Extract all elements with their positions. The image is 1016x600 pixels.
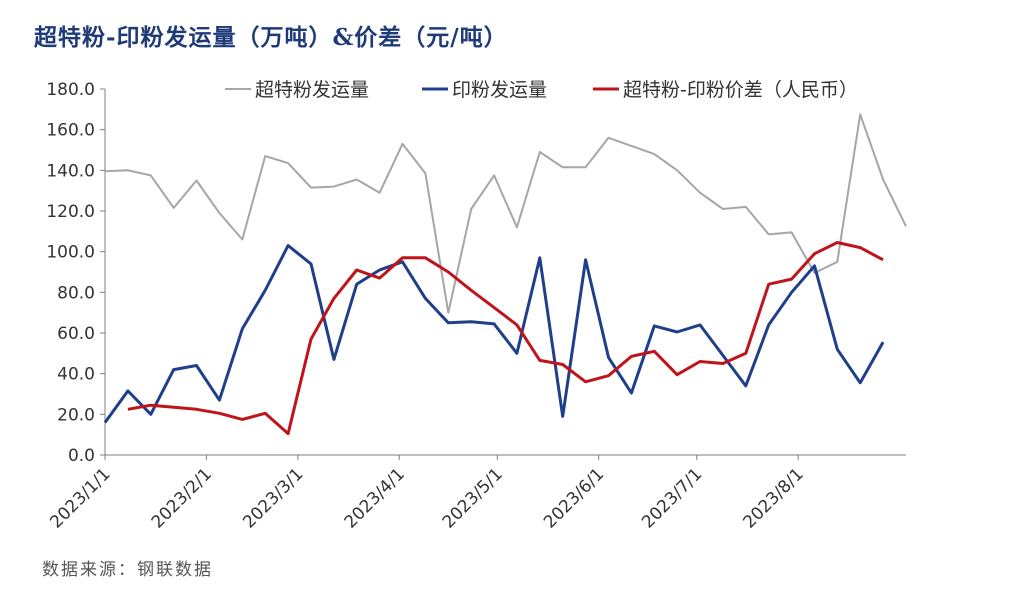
x-tick-label: 2023/4/1 xyxy=(341,464,409,532)
x-tick-label: 2023/8/1 xyxy=(740,464,808,532)
data-source: 数据来源：钢联数据 xyxy=(42,560,213,580)
x-tick-label: 2023/1/1 xyxy=(46,464,114,532)
x-axis: 2023/1/1 2023/2/1 2023/3/1 2023/4/1 2023/5/1… xyxy=(46,454,906,533)
y-tick-label: 60.0 xyxy=(57,324,95,344)
y-tick-label: 140.0 xyxy=(46,161,95,181)
series-line-superfine-shipments xyxy=(104,113,907,314)
chart-title: 超特粉-印粉发运量（万吨）&价差（元/吨） xyxy=(34,24,508,51)
series-line-price-spread xyxy=(127,241,884,436)
y-tick-label: 40.0 xyxy=(57,365,95,385)
x-tick-label: 2023/2/1 xyxy=(148,464,216,532)
legend: 超特粉发运量 印粉发运量 超特粉-印粉价差（人民币） xyxy=(225,79,858,101)
y-tick-label: 100.0 xyxy=(46,243,95,263)
x-tick-label: 2023/7/1 xyxy=(638,464,706,532)
y-tick-label: 180.0 xyxy=(46,80,95,100)
y-axis: 0.0 20.0 40.0 60.0 80.0 100.0 120.0 140.0 160.0 1… xyxy=(46,80,106,466)
series-line-india-shipments xyxy=(103,244,885,424)
y-tick-label: 80.0 xyxy=(57,283,95,303)
y-tick-label: 120.0 xyxy=(46,202,95,222)
x-tick-label: 2023/5/1 xyxy=(439,464,507,532)
chart-series xyxy=(103,113,907,436)
legend-label: 超特粉发运量 xyxy=(255,79,369,101)
legend-label: 超特粉-印粉价差（人民币） xyxy=(623,79,858,101)
y-tick-label: 0.0 xyxy=(68,446,95,466)
y-tick-label: 160.0 xyxy=(46,121,95,141)
legend-label: 印粉发运量 xyxy=(452,79,547,101)
y-tick-label: 20.0 xyxy=(57,405,95,425)
x-tick-label: 2023/3/1 xyxy=(239,464,307,532)
x-tick-label: 2023/6/1 xyxy=(540,464,608,532)
